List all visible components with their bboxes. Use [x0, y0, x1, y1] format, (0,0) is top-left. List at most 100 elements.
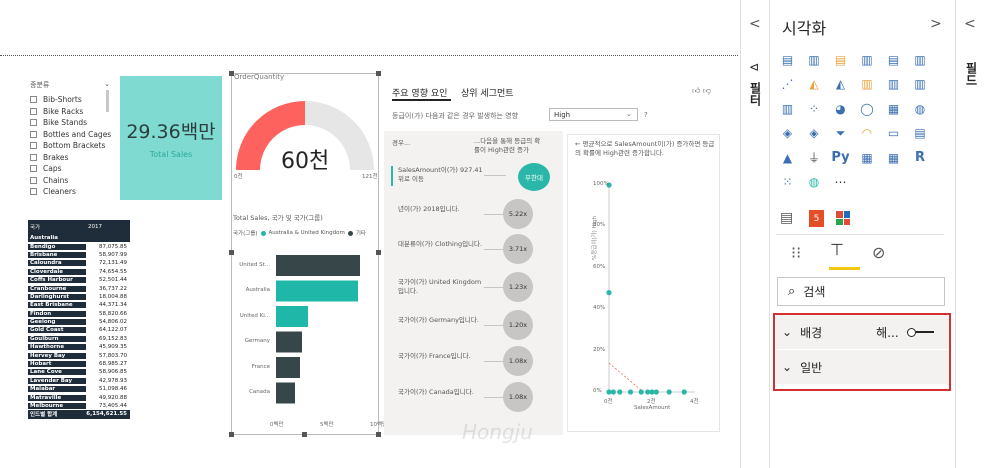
- html-visual-icon[interactable]: 5: [809, 210, 824, 227]
- ki-dropdown[interactable]: High: [549, 108, 638, 121]
- fields-label[interactable]: 필드: [964, 62, 978, 86]
- clustered-bar-icon[interactable]: ▤: [834, 52, 847, 67]
- search-input[interactable]: ⌕ 검색: [777, 277, 945, 306]
- ki-bubble[interactable]: 1.20x: [503, 310, 533, 340]
- slicer-icon[interactable]: ⏚: [807, 151, 820, 165]
- section-general[interactable]: ⌄ 일반: [776, 350, 948, 384]
- filters-label[interactable]: 필터: [748, 82, 762, 106]
- scatter-point[interactable]: [610, 389, 616, 395]
- ki-item-text[interactable]: 국가이(가) Germany입니다.: [398, 316, 479, 324]
- help-icon[interactable]: ?: [644, 111, 648, 119]
- tab-top-segments[interactable]: 상위 세그먼트: [461, 89, 514, 99]
- waterfall-icon[interactable]: ▥: [781, 101, 794, 116]
- table-icon[interactable]: ▦: [861, 150, 873, 165]
- checkbox[interactable]: [30, 119, 37, 127]
- bar[interactable]: [276, 331, 302, 353]
- python-icon[interactable]: Py: [831, 150, 850, 165]
- table-row[interactable]: East Brisbane 44,371.34: [28, 301, 130, 309]
- table-row[interactable]: Coffs Harbour 52,501.44: [28, 276, 130, 284]
- ki-item-text[interactable]: 국가이(가) United Kingdom 입니다.: [398, 278, 482, 295]
- table-row[interactable]: Caloundra 72,131.49: [28, 259, 130, 267]
- table-row[interactable]: Lavender Bay 42,978.93: [28, 377, 130, 385]
- chevron-left-icon[interactable]: <: [964, 16, 976, 32]
- tab-key-influencers[interactable]: 주요 영향 요인: [392, 89, 448, 99]
- slicer-item[interactable]: Bike Stands: [30, 117, 112, 129]
- matrix-col1-header[interactable]: 국가: [30, 225, 41, 231]
- scatter-point[interactable]: [638, 389, 644, 395]
- table-row[interactable]: Hawthorne 45,909.35: [28, 343, 130, 351]
- sales-matrix[interactable]: 국가 2017 Australia Bendigo 87,075.85 Brisba…: [28, 220, 130, 438]
- card-icon[interactable]: ▭: [887, 126, 900, 140]
- checkbox[interactable]: [30, 176, 37, 184]
- table-row[interactable]: Brisbane 58,907.99: [28, 251, 130, 259]
- table-row[interactable]: Geelong 54,806.02: [28, 318, 130, 326]
- resize-handle[interactable]: [229, 432, 234, 437]
- pie-icon[interactable]: ◕: [835, 101, 846, 116]
- clustered-column-icon[interactable]: ▥: [861, 52, 873, 67]
- slicer-item[interactable]: Bottles and Cages: [30, 129, 112, 141]
- resize-handle[interactable]: [302, 432, 307, 437]
- ki-bubble[interactable]: 무한대: [518, 163, 550, 191]
- r-icon[interactable]: R: [914, 150, 925, 165]
- legend-item[interactable]: Australia & United Kingdom: [268, 230, 345, 236]
- checkbox[interactable]: [30, 188, 37, 196]
- custom-visual-icon[interactable]: ▤: [780, 210, 794, 226]
- gauge-icon[interactable]: ◠: [861, 126, 873, 140]
- checkbox[interactable]: [30, 142, 37, 150]
- format-paint-roller-icon[interactable]: ⊤: [830, 240, 844, 259]
- resize-handle[interactable]: [229, 250, 234, 255]
- ki-item-text[interactable]: 대분류이(가) Clothing입니다.: [398, 240, 483, 248]
- table-row[interactable]: Matraville 49,920.88: [28, 393, 130, 401]
- checkbox[interactable]: [30, 130, 37, 138]
- slicer-item[interactable]: Brakes: [30, 152, 112, 164]
- area-chart-icon[interactable]: ◭: [809, 77, 819, 91]
- checkbox[interactable]: [30, 165, 37, 173]
- resize-handle[interactable]: [376, 71, 381, 76]
- scatter-point[interactable]: [653, 389, 659, 395]
- ki-bubble[interactable]: 3.71x: [503, 234, 533, 264]
- table-row[interactable]: Hobart 68,985.27: [28, 360, 130, 368]
- ki-bubble[interactable]: 1.08x: [503, 346, 533, 376]
- total-sales-card[interactable]: 29.36백만 Total Sales: [120, 76, 222, 200]
- table-row[interactable]: Malabar 51,098.46: [28, 385, 130, 393]
- multirow-card-icon[interactable]: ▤: [914, 126, 926, 140]
- background-toggle[interactable]: [906, 327, 934, 337]
- gauge-chart[interactable]: [232, 94, 378, 174]
- line-column-2-icon[interactable]: ▥: [887, 77, 900, 91]
- filled-map-icon[interactable]: ◈: [782, 126, 793, 140]
- table-row[interactable]: Bendigo 87,075.85: [28, 242, 130, 250]
- slicer-item[interactable]: Cranksets: [30, 198, 112, 199]
- stacked-bar-icon[interactable]: ▤: [781, 52, 794, 67]
- table-row[interactable]: Findon 58,820.66: [28, 310, 130, 318]
- table-row[interactable]: Darlinghurst 18,004.88: [28, 293, 130, 301]
- resize-handle[interactable]: [376, 432, 381, 437]
- fields-tab-icon[interactable]: ⁝⁝: [791, 243, 802, 262]
- category-slicer[interactable]: 종분류 ⌄ Bib-Shorts Bike Racks Bike Stands Bot…: [30, 80, 112, 198]
- table-row[interactable]: Hervey Bay 57,803.70: [28, 351, 130, 359]
- table-row[interactable]: Goulburn 69,152.83: [28, 335, 130, 343]
- arcgis-icon[interactable]: ◍: [808, 175, 820, 189]
- scatter-point[interactable]: [681, 389, 687, 395]
- resize-handle[interactable]: [229, 71, 234, 76]
- stacked-area-icon[interactable]: ◭: [835, 77, 846, 91]
- scatter-point[interactable]: [666, 389, 672, 395]
- 100-bar-icon[interactable]: ▤: [887, 52, 900, 67]
- ki-bubble[interactable]: 5.22x: [503, 199, 533, 229]
- bar[interactable]: [276, 280, 358, 302]
- slicer-item[interactable]: Bib-Shorts: [30, 94, 112, 106]
- table-row[interactable]: Melbourne 73,405.44: [28, 402, 130, 410]
- donut-icon[interactable]: ◯: [860, 101, 874, 116]
- line-column-icon[interactable]: ▥: [861, 77, 873, 91]
- slicer-item[interactable]: Cleaners: [30, 186, 112, 198]
- table-row[interactable]: Gold Coast 64,122.07: [28, 326, 130, 334]
- resize-handle[interactable]: [376, 250, 381, 255]
- kpi-icon[interactable]: ▲: [782, 150, 793, 165]
- matrix-col2-header[interactable]: 2017: [88, 224, 102, 230]
- ki-item-text[interactable]: 년이(가) 2018입니다.: [398, 205, 460, 213]
- bar[interactable]: [276, 382, 295, 404]
- scatter-point[interactable]: [627, 389, 634, 395]
- treemap-icon[interactable]: ▦: [887, 101, 900, 116]
- slicer-scrollbar[interactable]: [106, 90, 109, 112]
- fields-pane-collapsed[interactable]: < 필드: [955, 0, 984, 468]
- chevron-down-icon[interactable]: ⌄: [104, 80, 110, 88]
